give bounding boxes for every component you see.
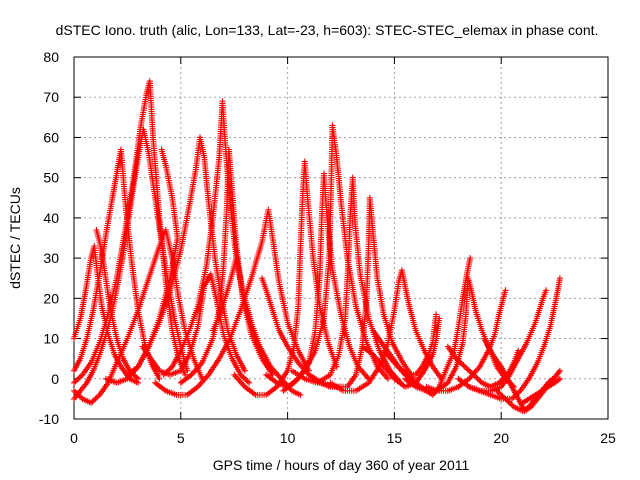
x-axis-title: GPS time / hours of day 360 of year 2011 [213, 457, 470, 473]
series-markers [71, 146, 163, 382]
data-series [359, 315, 443, 390]
chart-title: dSTEC Iono. truth (alic, Lon=133, Lat=-2… [56, 22, 599, 38]
plot-area-border [73, 56, 609, 420]
grid-lines [74, 57, 608, 419]
x-tick-labels: 0 5 10 15 20 25 [70, 430, 616, 446]
y-tick-label: -10 [39, 411, 59, 427]
data-series [152, 206, 312, 398]
y-tick-label: 70 [43, 89, 59, 105]
data-series [124, 134, 248, 378]
data-series [139, 271, 253, 386]
data-series [402, 275, 517, 394]
y-axis-title: dSTEC / TECUs [7, 187, 23, 289]
y-tick-label: 40 [43, 210, 59, 226]
y-tick-label: 50 [43, 170, 59, 186]
y-tick-label: 80 [43, 49, 59, 65]
x-tick-label: 10 [280, 430, 296, 446]
y-tick-label: 20 [43, 290, 59, 306]
x-tick-label: 25 [600, 430, 616, 446]
series-markers [124, 134, 248, 378]
data-series [423, 287, 509, 394]
series-markers [152, 206, 312, 398]
x-tick-label: 15 [387, 430, 403, 446]
series-markers [402, 275, 517, 394]
data-series [231, 158, 340, 398]
axis-ticks [73, 56, 609, 420]
x-tick-label: 0 [70, 430, 78, 446]
series-markers [288, 174, 404, 386]
y-tick-labels: -10 0 10 20 30 40 50 60 70 80 [39, 49, 59, 427]
data-series [288, 174, 404, 386]
series-markers [519, 375, 563, 406]
y-tick-label: 0 [51, 371, 59, 387]
data-series [71, 146, 163, 382]
series-markers [423, 287, 509, 394]
y-tick-label: 30 [43, 250, 59, 266]
data-series [519, 375, 563, 406]
data-series-layer [71, 78, 563, 414]
y-tick-label: 10 [43, 331, 59, 347]
x-tick-label: 5 [177, 430, 185, 446]
x-tick-label: 20 [493, 430, 509, 446]
series-markers [231, 158, 340, 398]
series-markers [139, 271, 253, 386]
series-markers [359, 315, 443, 390]
y-tick-label: 60 [43, 129, 59, 145]
